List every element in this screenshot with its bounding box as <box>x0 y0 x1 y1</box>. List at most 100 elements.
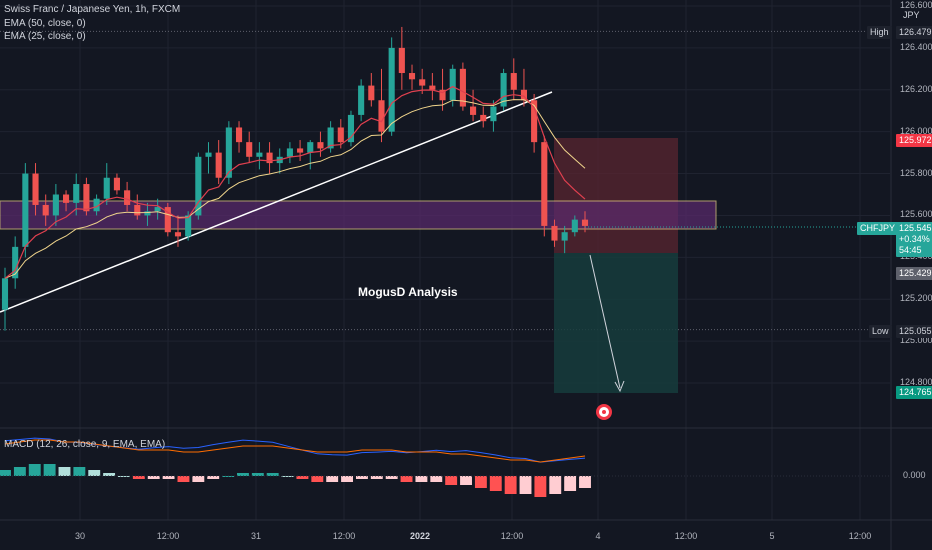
candle-body <box>490 106 497 122</box>
macd-histogram-bar <box>445 476 458 485</box>
macd-histogram-bar <box>0 470 11 476</box>
macd-histogram-bar <box>326 476 339 482</box>
price-tick-label: 125.600 <box>900 209 932 220</box>
macd-histogram-bar <box>177 476 190 482</box>
candle-body <box>164 207 171 233</box>
price-tick-label: 124.800 <box>900 377 932 387</box>
time-tick-label: 30 <box>74 531 86 541</box>
candle-body <box>449 68 456 101</box>
macd-histogram-bar <box>564 476 577 491</box>
candle-body <box>388 47 395 132</box>
price-change: +0.34% <box>899 234 930 244</box>
macd-histogram-bar <box>489 476 502 491</box>
candle-body <box>541 142 548 226</box>
candle-body <box>246 142 253 157</box>
symbol-tag[interactable]: CHFJPY <box>857 222 899 235</box>
macd-histogram-bar <box>504 476 517 494</box>
candle-body <box>317 142 324 149</box>
candle-body <box>368 85 375 101</box>
low-label: Low <box>869 325 892 338</box>
target-price-tag: 124.765 <box>896 386 932 399</box>
candle-body <box>154 207 161 212</box>
macd-histogram-bar <box>430 476 443 482</box>
time-tick-label: 4 <box>595 531 601 541</box>
candle-body <box>32 173 39 205</box>
macd-histogram-bar <box>415 476 428 482</box>
projection-arrowhead <box>614 380 625 393</box>
macd-histogram-bar <box>132 476 145 479</box>
macd-histogram-bar <box>162 476 175 479</box>
candle-body <box>419 79 426 86</box>
candle-body <box>215 152 222 178</box>
time-tick-label: 12:00 <box>332 531 356 541</box>
candle-body <box>470 106 477 115</box>
high-value: 126.479 <box>896 26 932 39</box>
time-tick-label: 12:00 <box>848 531 872 541</box>
stop-loss-box <box>554 138 678 253</box>
macd-histogram-bar <box>534 476 547 497</box>
time-tick-label: 2022 <box>409 531 431 541</box>
candle-body <box>235 127 243 143</box>
currency-label: JPY <box>903 10 920 20</box>
candle-body <box>520 89 527 101</box>
macd-histogram-bar <box>385 476 398 479</box>
candle-body <box>429 85 436 90</box>
ema25-legend[interactable]: EMA (25, close, 0) <box>4 31 86 42</box>
candle-body <box>256 152 263 157</box>
candle-body <box>42 204 49 216</box>
candle-body <box>144 211 151 216</box>
candle-body <box>174 232 182 237</box>
projection-arrow <box>589 254 621 389</box>
candle-body <box>571 219 578 233</box>
macd-histogram-bar <box>460 476 472 485</box>
candle-body <box>205 152 212 157</box>
macd-histogram-bar <box>311 476 324 482</box>
candle-body <box>195 156 202 216</box>
ema50-legend[interactable]: EMA (50, close, 0) <box>4 18 86 29</box>
ema50-line <box>4 99 586 279</box>
entry-price-tag: 125.429 <box>896 267 932 280</box>
ema25-line <box>4 85 586 279</box>
price-tick-label: 125.000 <box>900 335 932 346</box>
candle-body <box>581 219 589 226</box>
macd-histogram-bar <box>73 467 86 476</box>
candle-body <box>561 232 568 241</box>
macd-legend[interactable]: MACD (12, 26, close, 9, EMA, EMA) <box>4 439 166 450</box>
candle-body <box>286 148 293 157</box>
macd-histogram-bar <box>103 473 116 476</box>
macd-histogram-bar <box>266 473 279 476</box>
candle-body <box>83 184 90 212</box>
macd-histogram-bar <box>237 473 249 476</box>
candle-body <box>378 100 385 132</box>
time-tick-label: 12:00 <box>500 531 524 541</box>
watermark: MogusD Analysis <box>358 285 458 299</box>
target-icon[interactable] <box>596 404 612 420</box>
time-tick-label: 5 <box>769 531 775 541</box>
macd-histogram-bar <box>251 473 264 476</box>
candle-body <box>266 152 273 164</box>
macd-histogram-bar <box>43 464 56 476</box>
candle-body <box>113 177 120 191</box>
bar-countdown: 54:45 <box>899 245 922 255</box>
candle-body <box>124 190 131 205</box>
low-value: 125.055 <box>896 325 932 338</box>
macd-histogram-bar <box>355 476 368 479</box>
last-price-tag: 125.545 +0.34% 54:45 <box>896 222 932 257</box>
candle-body <box>12 246 19 279</box>
macd-histogram-bar <box>341 476 353 482</box>
candle-body <box>327 127 334 149</box>
macd-histogram-bar <box>474 476 487 488</box>
price-tick-label: 125.200 <box>900 293 932 304</box>
candle-body <box>347 114 355 143</box>
macd-histogram-bar <box>192 476 205 482</box>
price-tick-label: 126.200 <box>900 83 932 94</box>
candle-body <box>398 47 405 74</box>
candle-body <box>307 142 314 153</box>
price-tick-label: 126.000 <box>900 125 932 136</box>
price-tick-label: 125.800 <box>900 167 932 178</box>
candle-body <box>439 89 446 101</box>
candle-body <box>103 177 110 199</box>
stop-price-tag: 125.972 <box>896 134 932 147</box>
